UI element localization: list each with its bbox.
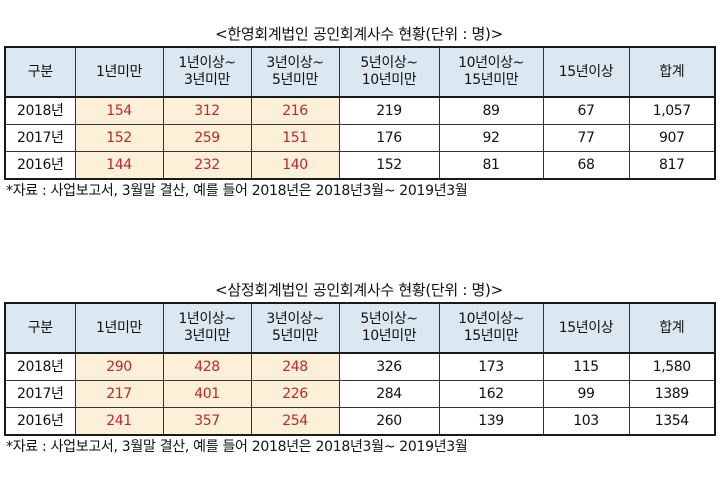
column-header: 3년이상~ 5년미만 [250,302,340,354]
table-cell: 217 [74,380,164,408]
column-header: 10년이상~ 15년미만 [438,302,544,354]
table-row: 2016년 241 357 254 260 139 103 1354 [4,407,716,436]
source-note: *자료 : 사업보고서, 3월말 결산, 예를 들어 2018년은 2018년3… [6,183,468,199]
table-cell: 232 [162,151,252,180]
table-cell: 152 [74,124,164,152]
column-header: 1년이상~ 3년미만 [162,302,252,354]
table-title: <삼정회계법인 공인회계사수 현황(단위 : 명)> [215,281,503,299]
table-title: <한영회계법인 공인회계사수 현황(단위 : 명)> [215,25,503,43]
table-cell: 144 [74,151,164,180]
row-label: 2017년 [4,380,76,408]
table-row: 2017년 152 259 151 176 92 77 907 [4,124,716,152]
table-cell: 907 [628,124,716,152]
table-cell: 1,580 [628,352,716,381]
table-cell: 259 [162,124,252,152]
table-cell: 81 [438,151,544,180]
data-table: 구분 1년미만 1년이상~ 3년미만 3년이상~ 5년미만 5년이상~ 10년미만 10년이상~… [4,46,716,180]
table-cell: 312 [162,96,252,125]
table-cell: 173 [438,352,544,381]
header-row: 구분 1년미만 1년이상~ 3년미만 3년이상~ 5년미만 5년이상~ 10년미만 10년이상~… [4,302,716,354]
column-header: 합계 [628,46,716,98]
table-cell: 103 [542,407,630,436]
table-cell: 260 [338,407,440,436]
table-cell: 401 [162,380,252,408]
table-cell: 92 [438,124,544,152]
column-header: 15년이상 [542,46,630,98]
table-cell: 1389 [628,380,716,408]
table-cell: 1,057 [628,96,716,125]
column-header: 1년이상~ 3년미만 [162,46,252,98]
column-header: 1년미만 [74,302,164,354]
row-label: 2018년 [4,352,76,381]
table-cell: 152 [338,151,440,180]
table-cell: 99 [542,380,630,408]
table-cell: 151 [250,124,340,152]
table-cell: 115 [542,352,630,381]
column-header: 3년이상~ 5년미만 [250,46,340,98]
table-cell: 1354 [628,407,716,436]
table-cell: 241 [74,407,164,436]
table-block-hanyoung: <한영회계법인 공인회계사수 현황(단위 : 명)> 구분 1년미만 1년이상~ 3년… [4,22,716,202]
row-label: 2017년 [4,124,76,152]
data-table: 구분 1년미만 1년이상~ 3년미만 3년이상~ 5년미만 5년이상~ 10년미만 10년이상~… [4,302,716,436]
table-row: 2018년 290 428 248 326 173 115 1,580 [4,352,716,381]
table-cell: 176 [338,124,440,152]
table-cell: 216 [250,96,340,125]
row-label: 2018년 [4,96,76,125]
table-cell: 89 [438,96,544,125]
column-header: 구분 [4,302,76,354]
column-header: 5년이상~ 10년미만 [338,46,440,98]
column-header: 구분 [4,46,76,98]
table-cell: 254 [250,407,340,436]
table-cell: 219 [338,96,440,125]
table-cell: 139 [438,407,544,436]
table-row: 2018년 154 312 216 219 89 67 1,057 [4,96,716,125]
table-cell: 817 [628,151,716,180]
header-row: 구분 1년미만 1년이상~ 3년미만 3년이상~ 5년미만 5년이상~ 10년미만 10년이상~… [4,46,716,98]
row-label: 2016년 [4,407,76,436]
source-note: *자료 : 사업보고서, 3월말 결산, 예를 들어 2018년은 2018년3… [6,439,468,455]
table-cell: 284 [338,380,440,408]
column-header: 5년이상~ 10년미만 [338,302,440,354]
table-cell: 162 [438,380,544,408]
table-cell: 226 [250,380,340,408]
table-cell: 154 [74,96,164,125]
column-header: 15년이상 [542,302,630,354]
table-row: 2016년 144 232 140 152 81 68 817 [4,151,716,180]
table-cell: 428 [162,352,252,381]
table-cell: 357 [162,407,252,436]
table-cell: 248 [250,352,340,381]
table-cell: 67 [542,96,630,125]
table-cell: 68 [542,151,630,180]
table-cell: 77 [542,124,630,152]
table-cell: 140 [250,151,340,180]
table-block-samjong: <삼정회계법인 공인회계사수 현황(단위 : 명)> 구분 1년미만 1년이상~ 3년… [4,278,716,458]
table-row: 2017년 217 401 226 284 162 99 1389 [4,380,716,408]
table-cell: 290 [74,352,164,381]
column-header: 1년미만 [74,46,164,98]
table-cell: 326 [338,352,440,381]
column-header: 10년이상~ 15년미만 [438,46,544,98]
column-header: 합계 [628,302,716,354]
row-label: 2016년 [4,151,76,180]
